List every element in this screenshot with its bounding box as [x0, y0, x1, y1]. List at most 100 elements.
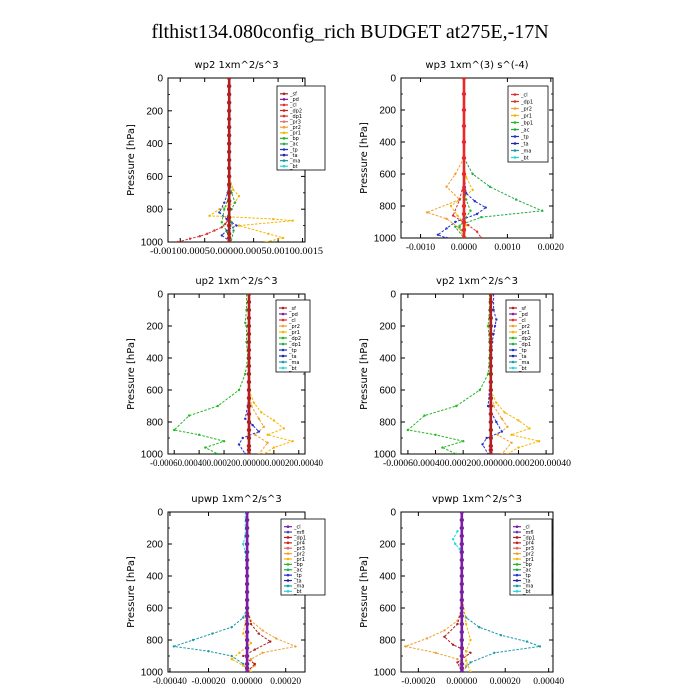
- legend-marker: [286, 546, 290, 550]
- legend-marker: [511, 354, 515, 358]
- y-tick-label: 0: [157, 508, 163, 519]
- data-point-dp2: [486, 324, 490, 328]
- data-point-pr1: [464, 659, 468, 662]
- legend-entry: _tp: [518, 348, 527, 354]
- data-point-ma: [230, 626, 233, 629]
- legend-marker: [286, 557, 290, 561]
- y-tick-label: 200: [379, 322, 396, 333]
- legend-marker: [286, 573, 290, 577]
- data-point-cl: [459, 665, 464, 671]
- legend-marker: [282, 159, 286, 162]
- y-tick-label: 800: [379, 418, 396, 429]
- legend-entry: _ma: [293, 584, 304, 590]
- legend-marker: [281, 342, 285, 346]
- x-tick-label: 0.00000: [446, 677, 477, 687]
- y-tick-label: 600: [379, 170, 396, 181]
- legend-marker: [281, 360, 285, 364]
- data-point-sf: [488, 294, 494, 297]
- legend-marker: [286, 530, 290, 534]
- data-point-sf: [226, 207, 232, 212]
- data-point-tp: [464, 192, 468, 195]
- data-point-sf: [488, 443, 494, 449]
- data-point-dp2: [173, 428, 176, 432]
- data-point-pr1: [237, 194, 241, 198]
- data-point-dp2: [455, 404, 458, 408]
- chart-panel-3: up2 1xm^2/s^3 Pressure [hPa] 0 200 400 600 800…: [126, 276, 323, 469]
- legend-marker: [515, 541, 519, 545]
- data-point-cl: [459, 589, 464, 595]
- legend-marker: [511, 318, 515, 322]
- legend: _cl_mfl_dp1_pr4_pr3_pr2_pr1_bp_ac_tp_ta_…: [509, 518, 553, 596]
- data-point-dp1: [480, 236, 483, 238]
- data-point-pr2: [257, 452, 261, 454]
- data-point-ma: [230, 654, 233, 658]
- legend-marker: [282, 125, 286, 129]
- data-point-cl: [461, 203, 467, 209]
- data-point-tp: [500, 430, 504, 433]
- y-axis-label: Pressure [hPa]: [359, 556, 370, 628]
- legend-entry: _pr1: [288, 330, 300, 336]
- data-point-tp: [235, 224, 238, 227]
- legend-marker: [511, 330, 515, 334]
- data-point-pr1: [281, 236, 285, 240]
- legend-entry: _pr3: [289, 119, 301, 125]
- data-point-dp2: [187, 414, 191, 417]
- legend-marker: [513, 114, 517, 117]
- legend-entry: _pr1: [293, 557, 305, 563]
- legend-entry: _cl: [520, 92, 528, 98]
- data-point-sf: [226, 174, 232, 179]
- legend-marker: [282, 103, 286, 107]
- legend-entry: _cl: [289, 103, 297, 109]
- legend: _cl_dp1_pr2_pr1_bp1_ac_tp_ta_ma_bt: [507, 85, 549, 163]
- panel-title: upwp 1xm^2/s^3: [191, 494, 281, 505]
- data-point-pr2: [500, 452, 504, 454]
- legend-marker: [513, 100, 517, 103]
- y-axis-label: Pressure [hPa]: [126, 338, 137, 410]
- data-point-pr1: [208, 214, 211, 217]
- legend-entry: _dp1: [288, 342, 301, 348]
- data-point-pr2: [262, 425, 266, 428]
- legend-entry: _dp2: [518, 336, 531, 342]
- data-point-sf: [488, 299, 494, 305]
- data-point-sf: [246, 427, 252, 433]
- data-point-dp1: [451, 214, 455, 217]
- x-tick-label: -0.0010: [406, 243, 436, 253]
- data-point-tp: [237, 443, 241, 446]
- legend-marker: [281, 330, 285, 334]
- data-point-cl: [244, 581, 250, 587]
- data-point-sf: [226, 125, 232, 130]
- data-point-dp2: [486, 372, 490, 376]
- y-tick-label: 1000: [141, 668, 164, 679]
- y-tick-label: 1000: [374, 668, 397, 679]
- data-point-ma: [469, 661, 472, 664]
- legend-marker: [286, 568, 290, 572]
- data-point-sf: [488, 371, 494, 377]
- y-tick-label: 200: [146, 106, 163, 117]
- legend-marker: [511, 336, 515, 340]
- y-tick-label: 600: [146, 172, 163, 183]
- data-point-ma: [242, 616, 245, 619]
- data-point-dp1: [213, 229, 216, 232]
- data-point-sf: [226, 78, 232, 81]
- data-point-cl: [461, 211, 467, 217]
- chart-panel-4: vp2 1xm^2/s^3 Pressure [hPa] 0 200 400 600 800…: [359, 276, 571, 469]
- data-point-pr2: [404, 645, 407, 648]
- data-point-pr1: [267, 232, 270, 235]
- data-point-pr2: [456, 658, 459, 661]
- legend-marker: [515, 546, 519, 550]
- legend-entry: _mfl: [522, 530, 534, 536]
- data-point-cl: [461, 107, 467, 113]
- data-point-ma: [207, 650, 210, 653]
- y-tick-label: 400: [146, 572, 163, 583]
- data-point-ac: [514, 198, 518, 201]
- data-point-pr2: [253, 433, 257, 436]
- data-point-pr1: [517, 419, 520, 422]
- data-point-cl: [459, 541, 464, 547]
- x-tick-label: -0.00020: [401, 677, 435, 687]
- data-point-pr1: [517, 446, 520, 449]
- data-point-dp2: [423, 414, 426, 417]
- legend-entry: _bt: [522, 589, 531, 595]
- data-point-sf: [488, 387, 494, 393]
- data-point-ma: [538, 645, 542, 648]
